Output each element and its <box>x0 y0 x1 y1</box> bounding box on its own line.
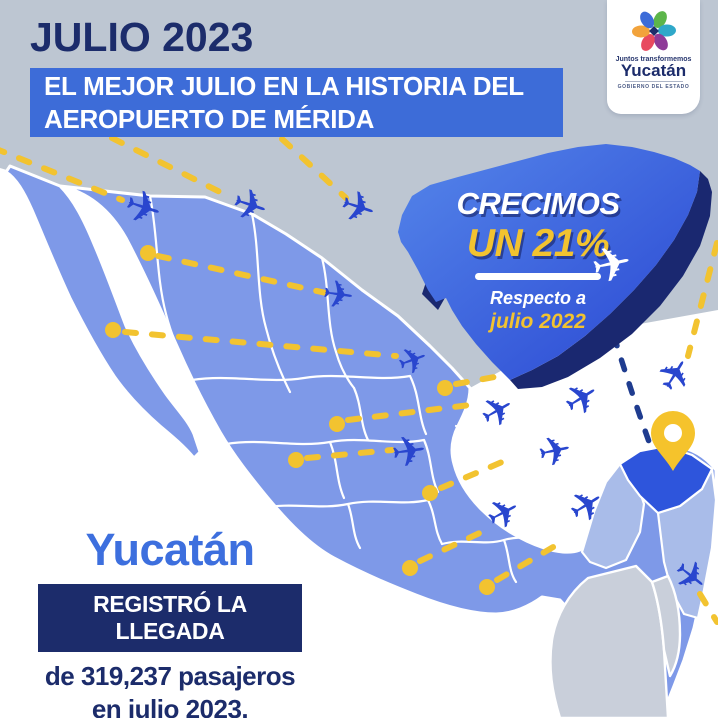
badge-name: Yucatán <box>620 61 687 80</box>
arrivals-region: Yucatán <box>85 524 255 575</box>
callout-underline <box>475 273 601 280</box>
arrivals-label: REGISTRÓ LA LLEGADA <box>38 584 302 652</box>
navy-route-line <box>611 333 655 453</box>
baja-california <box>4 164 202 460</box>
state-borders <box>148 194 564 584</box>
guatemala-region <box>549 564 670 718</box>
location-pin-hole <box>664 424 682 442</box>
headline-line-2: AEROPUERTO DE MÉRIDA <box>44 103 375 134</box>
origin-dots <box>105 245 495 595</box>
badge-divider <box>624 81 683 82</box>
growth-reference-2: julio 2022 <box>490 310 586 333</box>
growth-headline: CRECIMOS <box>456 186 620 221</box>
campeche-state <box>580 462 646 570</box>
headline-banner: EL MEJOR JULIO EN LA HISTORIA DEL AEROPU… <box>30 68 563 137</box>
arrivals-detail-2: en julio 2023. <box>91 694 249 718</box>
peninsula-3d-side <box>510 171 712 389</box>
arrivals-detail-1: de 319,237 pasajeros <box>44 661 296 691</box>
peninsula-face <box>398 144 700 380</box>
badge-subtitle: GOBIERNO DEL ESTADO <box>617 84 690 90</box>
badge-tagline: Juntos transformemos <box>615 56 692 63</box>
belize-region <box>650 574 682 678</box>
government-logo-badge: Juntos transformemos Yucatán GOBIERNO DE… <box>607 0 700 114</box>
yucatan-logo-icon <box>631 11 676 51</box>
growth-reference-1: Respecto a <box>489 288 587 308</box>
page-title: JULIO 2023 <box>30 14 254 60</box>
growth-percent: UN 21% <box>466 222 610 265</box>
growth-callout: CRECIMOS UN 21% Respecto a julio 2022 <box>438 186 638 334</box>
arrivals-stats: Yucatán REGISTRÓ LA LLEGADA de 319,237 p… <box>20 524 320 718</box>
yellow-route-lines <box>0 135 718 625</box>
headline-line-1: EL MEJOR JULIO EN LA HISTORIA DEL <box>44 70 524 101</box>
